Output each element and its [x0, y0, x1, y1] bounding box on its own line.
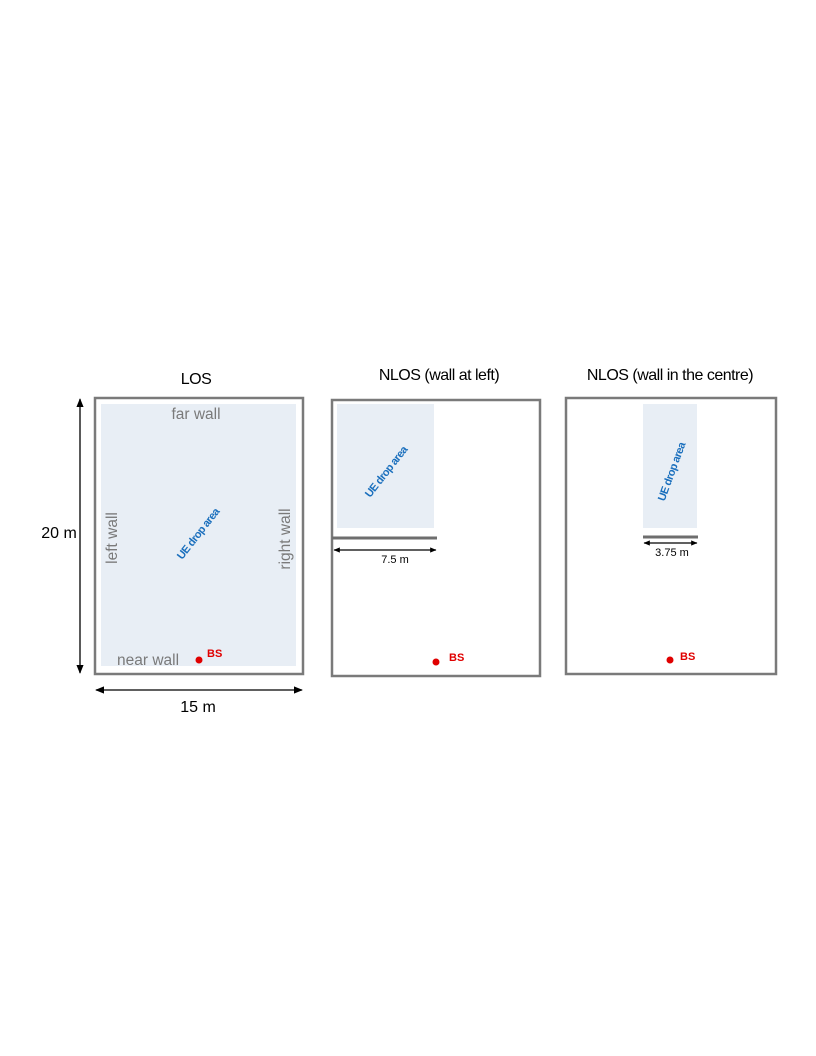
- wall-length-label: 7.5 m: [381, 554, 409, 566]
- room-outline: [93, 396, 305, 676]
- far-wall-label: far wall: [171, 406, 220, 423]
- room-outline: [564, 396, 778, 676]
- wall-length-label: 3.75 m: [655, 547, 689, 559]
- ue-drop-area: [101, 404, 296, 666]
- width-dimension-label: 15 m: [180, 699, 216, 716]
- bs-marker: [195, 656, 203, 664]
- ue-drop-area: [337, 404, 434, 528]
- bs-label: BS: [680, 651, 695, 663]
- bs-label: BS: [449, 652, 464, 664]
- height-dimension-label: 20 m: [41, 525, 77, 542]
- panel-los-title: LOS: [181, 371, 212, 388]
- panel-nlos-left: NLOS (wall at left) UE drop area 7.5 m B…: [330, 367, 542, 678]
- right-wall-label: right wall: [277, 508, 294, 569]
- panel-los: LOS far wall near wall left wall right w…: [41, 371, 305, 716]
- panel-nlos-centre-title: NLOS (wall in the centre): [587, 367, 753, 384]
- bs-marker: [666, 656, 674, 664]
- panel-nlos-left-title: NLOS (wall at left): [379, 367, 499, 384]
- ue-drop-area: [643, 404, 697, 528]
- near-wall-label: near wall: [117, 652, 179, 669]
- left-wall-label: left wall: [104, 512, 121, 564]
- panel-nlos-centre: NLOS (wall in the centre) UE drop area 3…: [564, 367, 778, 676]
- bs-label: BS: [207, 648, 222, 660]
- bs-marker: [432, 658, 440, 666]
